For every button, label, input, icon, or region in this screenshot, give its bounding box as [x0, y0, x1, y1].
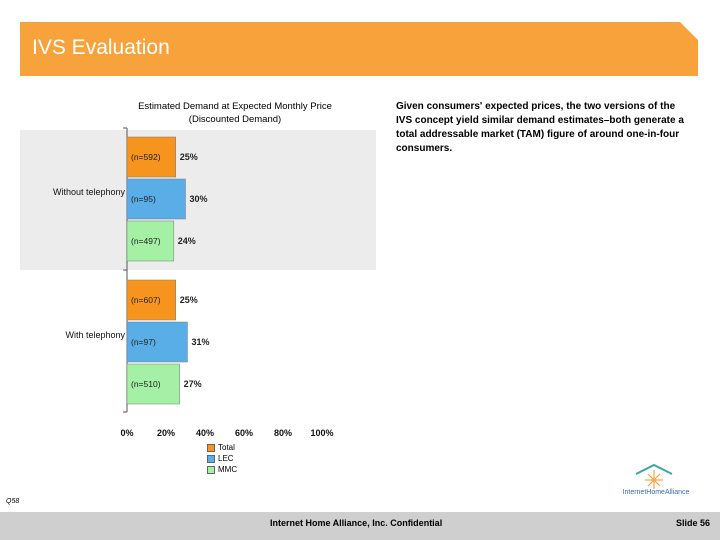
legend-label-lec: LEC	[218, 454, 234, 463]
bar-n-label-without-telephony-total: (n=592)	[131, 152, 161, 162]
legend-swatch-mmc	[207, 465, 215, 474]
x-tick-label-5: 100%	[310, 428, 333, 438]
chart-legend: Total LEC MMC	[207, 442, 237, 475]
bar-value-label-without-telephony-mmc: 24%	[178, 236, 196, 246]
bar-without-telephony-total	[126, 136, 176, 178]
footer-bar	[0, 512, 720, 540]
banner-shape	[20, 22, 698, 76]
x-tick-label-2: 40%	[196, 428, 214, 438]
legend-label-mmc: MMC	[218, 465, 238, 474]
title-banner: IVS Evaluation	[0, 0, 720, 80]
bar-value-label-without-telephony-total: 25%	[180, 152, 198, 162]
company-logo: InternetHomeAlliance	[608, 462, 704, 502]
x-tick-label-0: 0%	[120, 428, 133, 438]
bar-with-telephony-lec	[126, 321, 188, 363]
x-tick-label-1: 20%	[157, 428, 175, 438]
bar-value-label-with-telephony-total: 25%	[180, 295, 198, 305]
bar-n-label-with-telephony-lec: (n=97)	[131, 337, 156, 347]
group-panel-without-telephony	[20, 130, 376, 270]
bar-without-telephony-lec	[126, 178, 186, 220]
legend-item-mmc: MMC	[207, 464, 237, 475]
bar-n-label-with-telephony-mmc: (n=510)	[131, 379, 161, 389]
bar-with-telephony-mmc	[126, 363, 180, 405]
bar-n-label-without-telephony-lec: (n=95)	[131, 194, 156, 204]
bar-value-label-without-telephony-lec: 30%	[190, 194, 208, 204]
legend-label-total: Total	[218, 443, 235, 452]
legend-item-lec: LEC	[207, 453, 237, 464]
page-title: IVS Evaluation	[32, 36, 170, 59]
summary-text: Given consumers' expected prices, the tw…	[396, 101, 684, 154]
banner-fill	[20, 22, 698, 76]
chart-title-line-2: (Discounted Demand)	[188, 114, 282, 125]
x-tick-label-3: 60%	[235, 428, 253, 438]
bar-n-label-with-telephony-total: (n=607)	[131, 295, 161, 305]
house-sunburst-icon	[635, 463, 673, 489]
group-label-with-telephony: With telephony	[65, 330, 125, 340]
x-tick-label-4: 80%	[274, 428, 292, 438]
bar-with-telephony-total	[126, 279, 176, 321]
legend-item-total: Total	[207, 442, 237, 453]
legend-swatch-lec	[207, 454, 215, 463]
chart-title-line-1: Estimated Demand at Expected Monthly Pri…	[138, 101, 332, 112]
slide-number: Slide 56	[675, 518, 710, 528]
legend-swatch-total	[207, 443, 215, 452]
logo-text: InternetHomeAlliance	[622, 489, 690, 496]
bar-n-label-without-telephony-mmc: (n=497)	[131, 236, 161, 246]
chart-title: Estimated Demand at Expected Monthly Pri…	[100, 100, 370, 126]
bar-value-label-with-telephony-mmc: 27%	[184, 379, 202, 389]
group-label-without-telephony: Without telephony	[53, 187, 126, 197]
footer-confidential: Internet Home Alliance, Inc. Confidentia…	[270, 518, 443, 528]
bar-without-telephony-mmc	[126, 220, 175, 262]
bar-value-label-with-telephony-lec: 31%	[191, 337, 209, 347]
source-note: Q58	[6, 498, 20, 505]
